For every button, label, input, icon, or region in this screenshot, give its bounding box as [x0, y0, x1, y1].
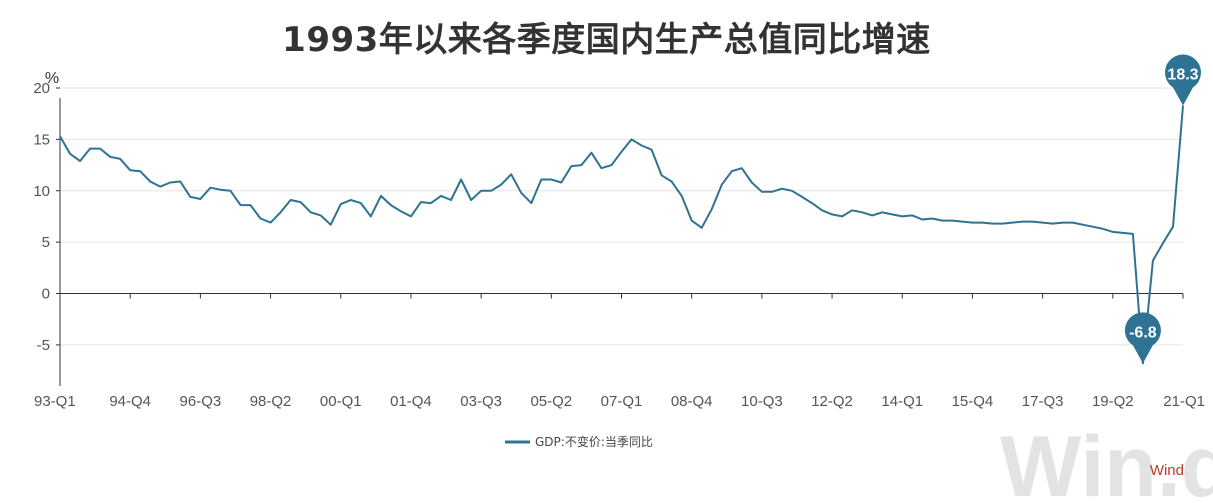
callout-pin: -6.8: [1124, 312, 1161, 364]
x-tick-label: 12-Q2: [811, 393, 853, 410]
chart-title: 1993年以来各季度国内生产总值同比增速: [282, 20, 931, 60]
callout-label: -6.8: [1129, 324, 1157, 341]
x-tick-label: 08-Q4: [671, 393, 713, 410]
x-tick-label: 96-Q3: [180, 393, 222, 410]
legend[interactable]: GDP:不变价:当季同比: [505, 434, 653, 449]
series-layer: [59, 105, 1184, 365]
x-tick-label: 19-Q2: [1092, 393, 1134, 410]
x-tick-label: 01-Q4: [390, 393, 432, 410]
callouts: -6.8 18.3: [1124, 54, 1201, 364]
x-tick-label: 00-Q1: [320, 393, 362, 410]
y-tick-label: 15: [33, 131, 50, 148]
x-tick-label: 14-Q1: [881, 393, 923, 410]
x-tick-label: 15-Q4: [952, 393, 994, 410]
x-tick-label: 07-Q1: [601, 393, 643, 410]
y-tick-label: 20: [33, 80, 50, 97]
x-tick-label: 17-Q3: [1022, 393, 1064, 410]
x-tick-label: 03-Q3: [460, 393, 502, 410]
y-tick-label: -5: [37, 337, 50, 354]
grid-lines: [60, 87, 1183, 346]
x-tick-label: 21-Q1: [1163, 393, 1205, 410]
series-line-gdp: [59, 105, 1184, 365]
callout-marker: [1165, 54, 1201, 106]
x-tick-label: 98-Q2: [250, 393, 292, 410]
legend-label: GDP:不变价:当季同比: [535, 434, 653, 449]
y-tick-label: 5: [42, 234, 50, 251]
x-tick-label: 10-Q3: [741, 393, 783, 410]
callout-marker: [1124, 312, 1161, 364]
y-axis-unit: %: [45, 70, 59, 87]
callout-pin: 18.3: [1165, 54, 1201, 106]
watermark-logo: Win.d: [1000, 419, 1213, 503]
x-tick-label: 05-Q2: [530, 393, 572, 410]
x-tick-label: 94-Q4: [109, 393, 151, 410]
y-tick-label: 0: [42, 286, 50, 303]
x-tick-label: 93-Q1: [34, 393, 76, 410]
axes: 20 15 10 5 0 -5% 93-Q1 94-Q4 96-Q3 98-Q2 00-Q1 01-Q…: [33, 70, 1205, 410]
source-label: Wind: [1150, 462, 1184, 479]
y-tick-label: 10: [33, 183, 50, 200]
callout-label: 18.3: [1167, 66, 1198, 83]
